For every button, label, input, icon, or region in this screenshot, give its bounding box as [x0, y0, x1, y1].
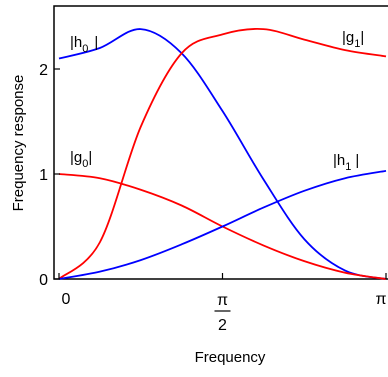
y-axis-ticks: 0 1 2: [39, 62, 60, 289]
x-axis-label: Frequency: [195, 349, 266, 366]
label-g0: |g0|: [70, 149, 92, 170]
x-tick-label-2: π: [375, 291, 386, 308]
label-h0: |h0 |: [70, 34, 98, 55]
y-axis-label: Frequency response: [10, 75, 27, 212]
x-tick-label-0: 0: [62, 291, 71, 308]
x-tick-label-1-numerator: π: [217, 292, 228, 309]
series-line-1: [58, 28, 387, 280]
x-axis-ticks: 0 π 2 π: [58, 273, 387, 334]
series-line-0: [58, 28, 387, 280]
plot-frame: [53, 5, 388, 280]
label-h1: |h1 |: [333, 152, 359, 173]
curves-group: [58, 28, 387, 280]
series-line-3: [58, 169, 387, 280]
label-g1: |g1|: [342, 29, 364, 50]
y-tick-label-0: 0: [39, 272, 48, 289]
y-tick-label-2: 2: [39, 62, 48, 79]
y-tick-label-1: 1: [39, 167, 48, 184]
x-tick-label-1-denominator: 2: [218, 317, 227, 334]
